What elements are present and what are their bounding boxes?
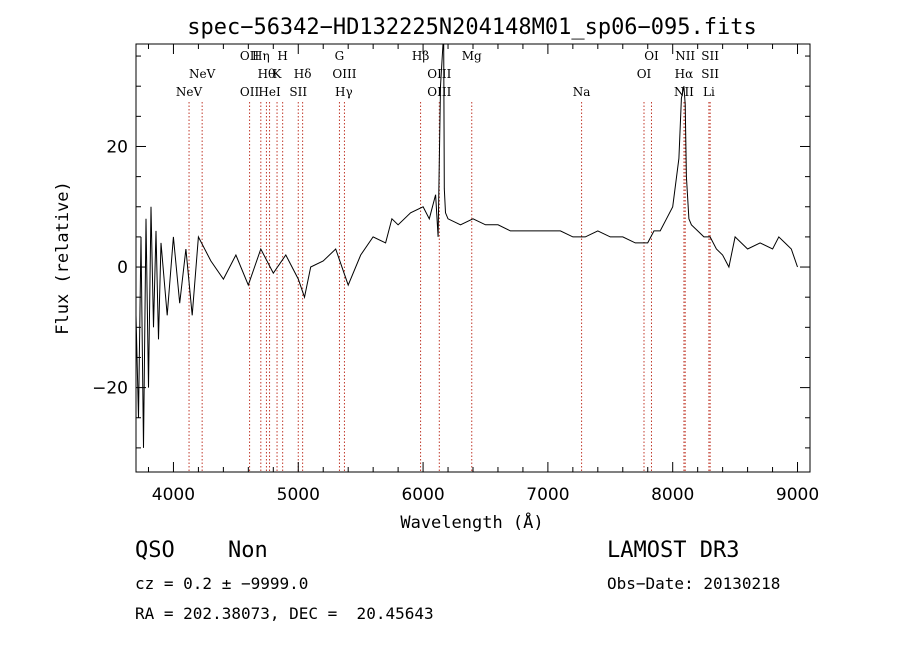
line-label: G bbox=[335, 49, 345, 63]
line-label: SII bbox=[289, 85, 307, 99]
line-label: OI bbox=[644, 49, 659, 63]
x-tick-label: 7000 bbox=[526, 485, 569, 505]
line-label: OIII bbox=[427, 85, 451, 99]
obs-date: Obs−Date: 20130218 bbox=[607, 574, 781, 593]
line-label: OII bbox=[240, 85, 260, 99]
object-class: QSO bbox=[135, 538, 175, 563]
x-tick-label: 6000 bbox=[401, 485, 444, 505]
line-label: SII bbox=[701, 49, 719, 63]
line-label: OIII bbox=[332, 67, 356, 81]
line-label: Hη bbox=[252, 49, 270, 63]
x-tick-label: 5000 bbox=[277, 485, 320, 505]
line-label: NII bbox=[675, 49, 695, 63]
object-subclass: Non bbox=[228, 538, 268, 563]
line-label: Mg bbox=[462, 49, 482, 63]
x-tick-label: 4000 bbox=[152, 485, 195, 505]
survey-name: LAMOST DR3 bbox=[607, 538, 740, 563]
x-tick-label: 9000 bbox=[776, 485, 819, 505]
line-label: NeV bbox=[176, 85, 203, 99]
line-label: OII bbox=[240, 49, 260, 63]
line-label: Hβ bbox=[412, 49, 429, 63]
line-label: Hδ bbox=[294, 67, 312, 81]
y-tick-label: 20 bbox=[106, 137, 128, 157]
series-line-spectrum bbox=[135, 43, 798, 448]
line-label: K bbox=[273, 67, 283, 81]
line-label: HeI bbox=[258, 85, 281, 99]
line-label: Na bbox=[573, 85, 591, 99]
x-axis: 4000 5000 6000 7000 8000 9000 bbox=[147, 44, 819, 505]
y-tick-label: −20 bbox=[92, 379, 128, 399]
line-label: Hθ bbox=[258, 67, 276, 81]
line-label: OIII bbox=[427, 67, 451, 81]
chart-title: spec−56342−HD132225N204148M01_sp06−095.f… bbox=[187, 15, 757, 40]
y-tick-label: 0 bbox=[117, 258, 128, 278]
ra-dec: RA = 202.38073, DEC = 20.45643 bbox=[135, 604, 434, 623]
redshift-value: cz = 0.2 ± −9999.0 bbox=[135, 574, 309, 593]
line-label: OI bbox=[637, 67, 652, 81]
line-label: Hγ bbox=[335, 85, 353, 99]
y-axis-label: Flux (relative) bbox=[53, 181, 73, 335]
line-label: SII bbox=[701, 67, 719, 81]
y-axis: −20 0 20 bbox=[92, 55, 810, 449]
line-label: Li bbox=[703, 85, 715, 99]
series-layer bbox=[135, 43, 798, 448]
x-tick-label: 8000 bbox=[651, 485, 694, 505]
line-label: H bbox=[277, 49, 287, 63]
line-label: NeV bbox=[189, 67, 216, 81]
line-label: Hα bbox=[675, 67, 694, 81]
x-axis-label: Wavelength (Å) bbox=[400, 511, 543, 533]
